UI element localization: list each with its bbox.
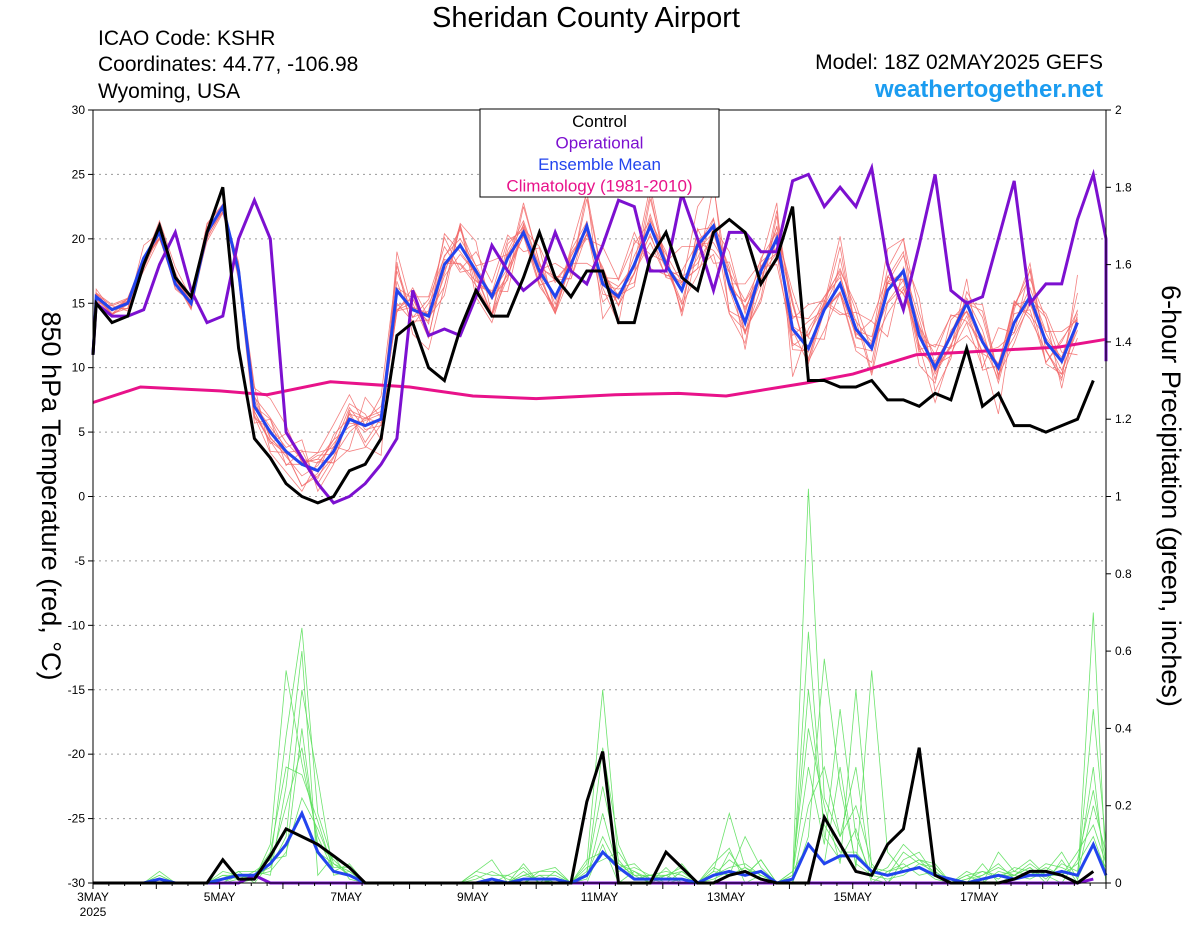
- x-tick-label: 5MAY: [204, 890, 236, 904]
- x-tick-label: 13MAY: [707, 890, 745, 904]
- y-tick-label: 10: [72, 361, 86, 375]
- x-tick-label: 15MAY: [834, 890, 872, 904]
- chart-title: Sheridan County Airport: [432, 2, 740, 34]
- x-tick-label: 11MAY: [581, 890, 619, 904]
- y-tick-label: -25: [68, 812, 86, 826]
- y2-tick-label: 1.2: [1115, 412, 1132, 426]
- y-tick-label: -10: [68, 618, 86, 632]
- y2-tick-label: 1.8: [1115, 180, 1132, 194]
- legend: Control Operational Ensemble Mean Climatolo…: [479, 108, 720, 198]
- y2-tick-label: 1.4: [1115, 335, 1132, 349]
- control-temperature-line: [91, 186, 1095, 505]
- legend-entry: Ensemble Mean: [538, 155, 661, 174]
- y-tick-label: -5: [74, 554, 85, 568]
- y2-tick-label: 0: [1115, 876, 1122, 890]
- x-tick-label: 7MAY: [330, 890, 362, 904]
- y-tick-label: 0: [78, 490, 85, 504]
- legend-box: [479, 108, 720, 198]
- main-series: [91, 162, 1108, 885]
- legend-entry: Control: [572, 112, 627, 131]
- y-tick-label: 15: [72, 296, 86, 310]
- model-label: Model: 18Z 02MAY2025 GEFS: [815, 51, 1103, 74]
- y-tick-label: 25: [72, 167, 86, 181]
- control-precip-line: [93, 747, 1095, 885]
- y2-tick-label: 0.2: [1115, 799, 1132, 813]
- x-tick-year: 2025: [80, 905, 107, 919]
- y-axis-title: 850 hPa Temperature (red, °C): [36, 312, 66, 681]
- y2-tick-label: 0.8: [1115, 567, 1132, 581]
- x-tick-label: 17MAY: [960, 890, 998, 904]
- legend-entry: Climatology (1981-2010): [506, 177, 692, 196]
- y2-tick-label: 0.6: [1115, 644, 1132, 658]
- x-tick-label: 9MAY: [457, 890, 489, 904]
- y2-tick-label: 2: [1115, 103, 1122, 117]
- y2-tick-label: 1: [1115, 490, 1122, 504]
- coordinates: Coordinates: 44.77, -106.98: [98, 53, 359, 76]
- y-tick-label: -20: [68, 747, 86, 761]
- y2-tick-label: 1.6: [1115, 258, 1132, 272]
- region: Wyoming, USA: [98, 80, 241, 103]
- legend-entry: Operational: [556, 134, 644, 153]
- icao-code: ICAO Code: KSHR: [98, 27, 276, 50]
- y2-axis-title: 6-hour Precipitation (green, inches): [1156, 285, 1186, 707]
- grid: [93, 173, 1106, 820]
- x-tick-label: 3MAY: [77, 890, 109, 904]
- y-tick-label: 30: [72, 103, 86, 117]
- y-tick-label: -30: [68, 876, 86, 890]
- y-axis-right: 2 1.8 1.6 1.4 1.2 1 0.8 0.6 0.4 0.2 0: [1106, 103, 1132, 890]
- y-axis-left: 30 25 20 15 10 5 0 -5 -10 -15 -20 -25 -30: [68, 103, 93, 890]
- site-link[interactable]: weathertogether.net: [874, 76, 1103, 103]
- y-tick-label: 5: [78, 425, 85, 439]
- climatology-line: [92, 337, 1107, 404]
- y-tick-label: -15: [68, 683, 86, 697]
- mean-temperature-line: [91, 202, 1079, 473]
- operational-temperature-line: [91, 162, 1108, 505]
- y-tick-label: 20: [72, 232, 86, 246]
- y2-tick-label: 0.4: [1115, 721, 1132, 735]
